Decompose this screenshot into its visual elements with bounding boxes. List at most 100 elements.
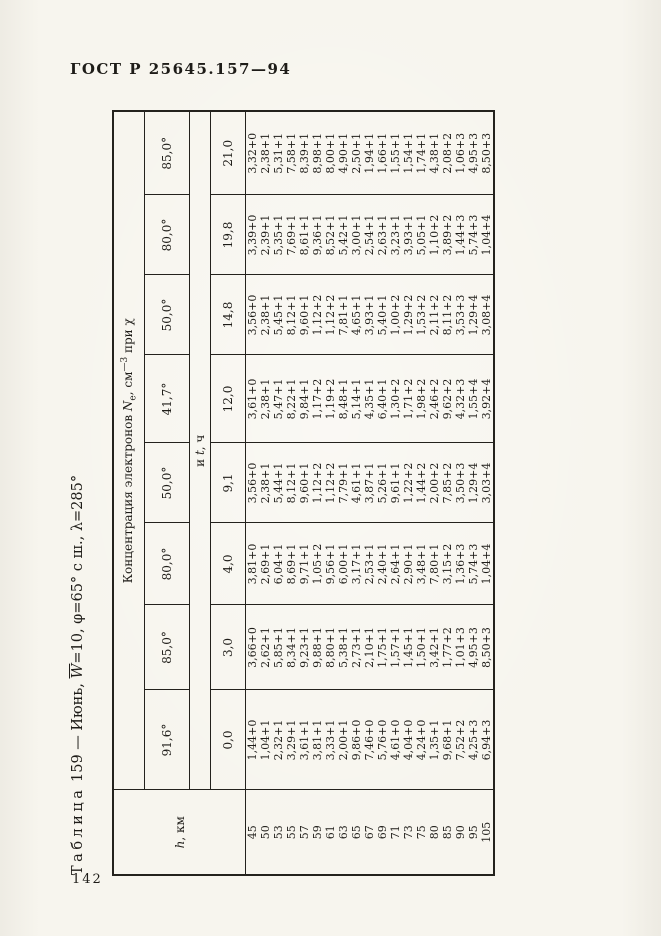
concentration-cell: 4,32+3 [454,355,467,443]
concentration-cell: 7,52+2 [454,690,467,790]
concentration-cell: 1,74+1 [415,110,428,195]
chi-value-cell: 80,0° [144,523,190,605]
table-row: 50 1,04+1 2,62+1 2,69+1 2,38+1 2,38+1 2,38+1 2,… [259,110,272,875]
concentration-cell: 8,39+1 [298,110,311,195]
concentration-cell: 1,44+3 [454,195,467,275]
concentration-cell: 1,29+2 [402,275,415,355]
concentration-cell: 3,87+1 [363,443,376,523]
concentration-cell: 5,14+1 [350,355,363,443]
concentration-cell: 8,61+1 [298,195,311,275]
table-row: 105 6,94+3 8,50+3 1,04+4 3,03+4 3,92+4 3,08+4 1… [480,110,494,875]
altitude-cell: 80 [428,790,441,875]
concentration-cell: 8,12+1 [285,275,298,355]
concentration-cell: 2,90+1 [402,523,415,605]
concentration-cell: 8,50+3 [480,605,494,690]
concentration-cell: 1,45+1 [402,605,415,690]
table-row: 59 3,81+1 9,88+1 1,05+2 1,12+2 1,17+2 1,12+2 9,… [311,110,324,875]
concentration-cell: 3,42+1 [428,605,441,690]
table-row: 95 4,25+3 4,95+3 5,74+3 1,29+4 1,55+4 1,29+4 5,… [467,110,480,875]
units-exponent: —3 [119,356,130,372]
concentration-cell: 6,94+3 [480,690,494,790]
concentration-cell: 2,11+2 [428,275,441,355]
concentration-cell: 3,56+0 [245,275,259,355]
altitude-cell: 53 [272,790,285,875]
concentration-cell: 2,63+1 [376,195,389,275]
table-row: 67 7,46+0 2,10+1 2,53+1 3,87+1 4,35+1 3,93+1 2,… [363,110,376,875]
time-value-cell: 9,1 [210,443,246,523]
concentration-cell: 5,26+1 [376,443,389,523]
concentration-cell: 2,32+1 [272,690,285,790]
altitude-cell: 95 [467,790,480,875]
concentration-cell: 8,98+1 [311,110,324,195]
concentration-cell: 3,08+4 [480,275,494,355]
units-text: , см [120,371,135,396]
concentration-cell: 9,23+1 [298,605,311,690]
concentration-cell: 1,94+1 [363,110,376,195]
concentration-cell: 1,06+3 [454,110,467,195]
concentration-cell: 2,08+2 [441,110,454,195]
concentration-span-header: Концентрация электронов Ne, см—3 при χ [113,110,145,790]
concentration-cell: 4,65+1 [350,275,363,355]
time-unit: , ч [193,434,207,451]
concentration-cell: 4,61+1 [350,443,363,523]
altitude-cell: 71 [389,790,402,875]
altitude-cell: 65 [350,790,363,875]
concentration-cell: 2,00+1 [337,690,350,790]
concentration-cell: 1,04+4 [480,195,494,275]
concentration-cell: 2,54+1 [363,195,376,275]
concentration-cell: 3,03+4 [480,443,494,523]
table-title-wbar: W [70,663,86,679]
concentration-cell: 9,61+1 [389,443,402,523]
concentration-cell: 5,40+1 [376,275,389,355]
concentration-cell: 2,38+1 [259,443,272,523]
concentration-cell: 1,12+2 [311,443,324,523]
concentration-cell: 9,60+1 [298,443,311,523]
concentration-cell: 4,04+0 [402,690,415,790]
altitude-cell: 105 [480,790,494,875]
concentration-cell: 4,35+1 [363,355,376,443]
concentration-cell: 2,69+1 [259,523,272,605]
concentration-cell: 3,66+0 [245,605,259,690]
altitude-cell: 55 [285,790,298,875]
table-title-word: Таблица [70,786,86,875]
concentration-cell: 8,80+1 [324,605,337,690]
concentration-cell: 9,71+1 [298,523,311,605]
concentration-cell: 3,29+1 [285,690,298,790]
altitude-cell: 61 [324,790,337,875]
concentration-cell: 3,33+1 [324,690,337,790]
concentration-cell: 5,31+1 [272,110,285,195]
concentration-cell: 1,44+0 [245,690,259,790]
concentration-cell: 1,05+2 [311,523,324,605]
concentration-cell: 1,17+2 [311,355,324,443]
concentration-cell: 1,19+2 [324,355,337,443]
table-row: 90 7,52+2 1,01+3 1,36+3 3,50+3 4,32+3 3,53+3 1,… [454,110,467,875]
concentration-cell: 8,22+1 [285,355,298,443]
table-row: 75 4,24+0 1,50+1 3,48+1 1,44+2 1,98+2 1,53+2 5,… [415,110,428,875]
time-value-cell: 12,0 [210,355,246,443]
chi-value-cell: 41,7° [144,355,190,443]
concentration-cell: 5,45+1 [272,275,285,355]
concentration-cell: 5,05+1 [415,195,428,275]
altitude-symbol: h [172,840,187,849]
concentration-cell: 9,86+0 [350,690,363,790]
concentration-cell: 9,56+1 [324,523,337,605]
concentration-cell: 5,38+1 [337,605,350,690]
electron-concentration-table: h, км Концентрация электронов Ne, см—3 п… [112,109,495,876]
table-row: 61 3,33+1 8,80+1 9,56+1 1,12+2 1,19+2 1,12+2 8,… [324,110,337,875]
concentration-cell: 7,46+0 [363,690,376,790]
concentration-cell: 2,53+1 [363,523,376,605]
concentration-cell: 4,25+3 [467,690,480,790]
concentration-cell: 2,38+1 [259,355,272,443]
concentration-cell: 2,46+2 [428,355,441,443]
concentration-cell: 8,69+1 [285,523,298,605]
concentration-cell: 8,50+3 [480,110,494,195]
concentration-cell: 6,40+1 [376,355,389,443]
time-values-row: 0,0 3,0 4,0 9,1 12,0 14,8 19,8 21,0 [210,110,246,875]
document-standard-number: ГОСТ Р 25645.157—94 [70,60,292,78]
time-symbol: t [193,450,207,456]
concentration-cell: 1,50+1 [415,605,428,690]
concentration-cell: 5,74+3 [467,195,480,275]
concentration-cell: 1,01+3 [454,605,467,690]
concentration-cell: 1,22+2 [402,443,415,523]
